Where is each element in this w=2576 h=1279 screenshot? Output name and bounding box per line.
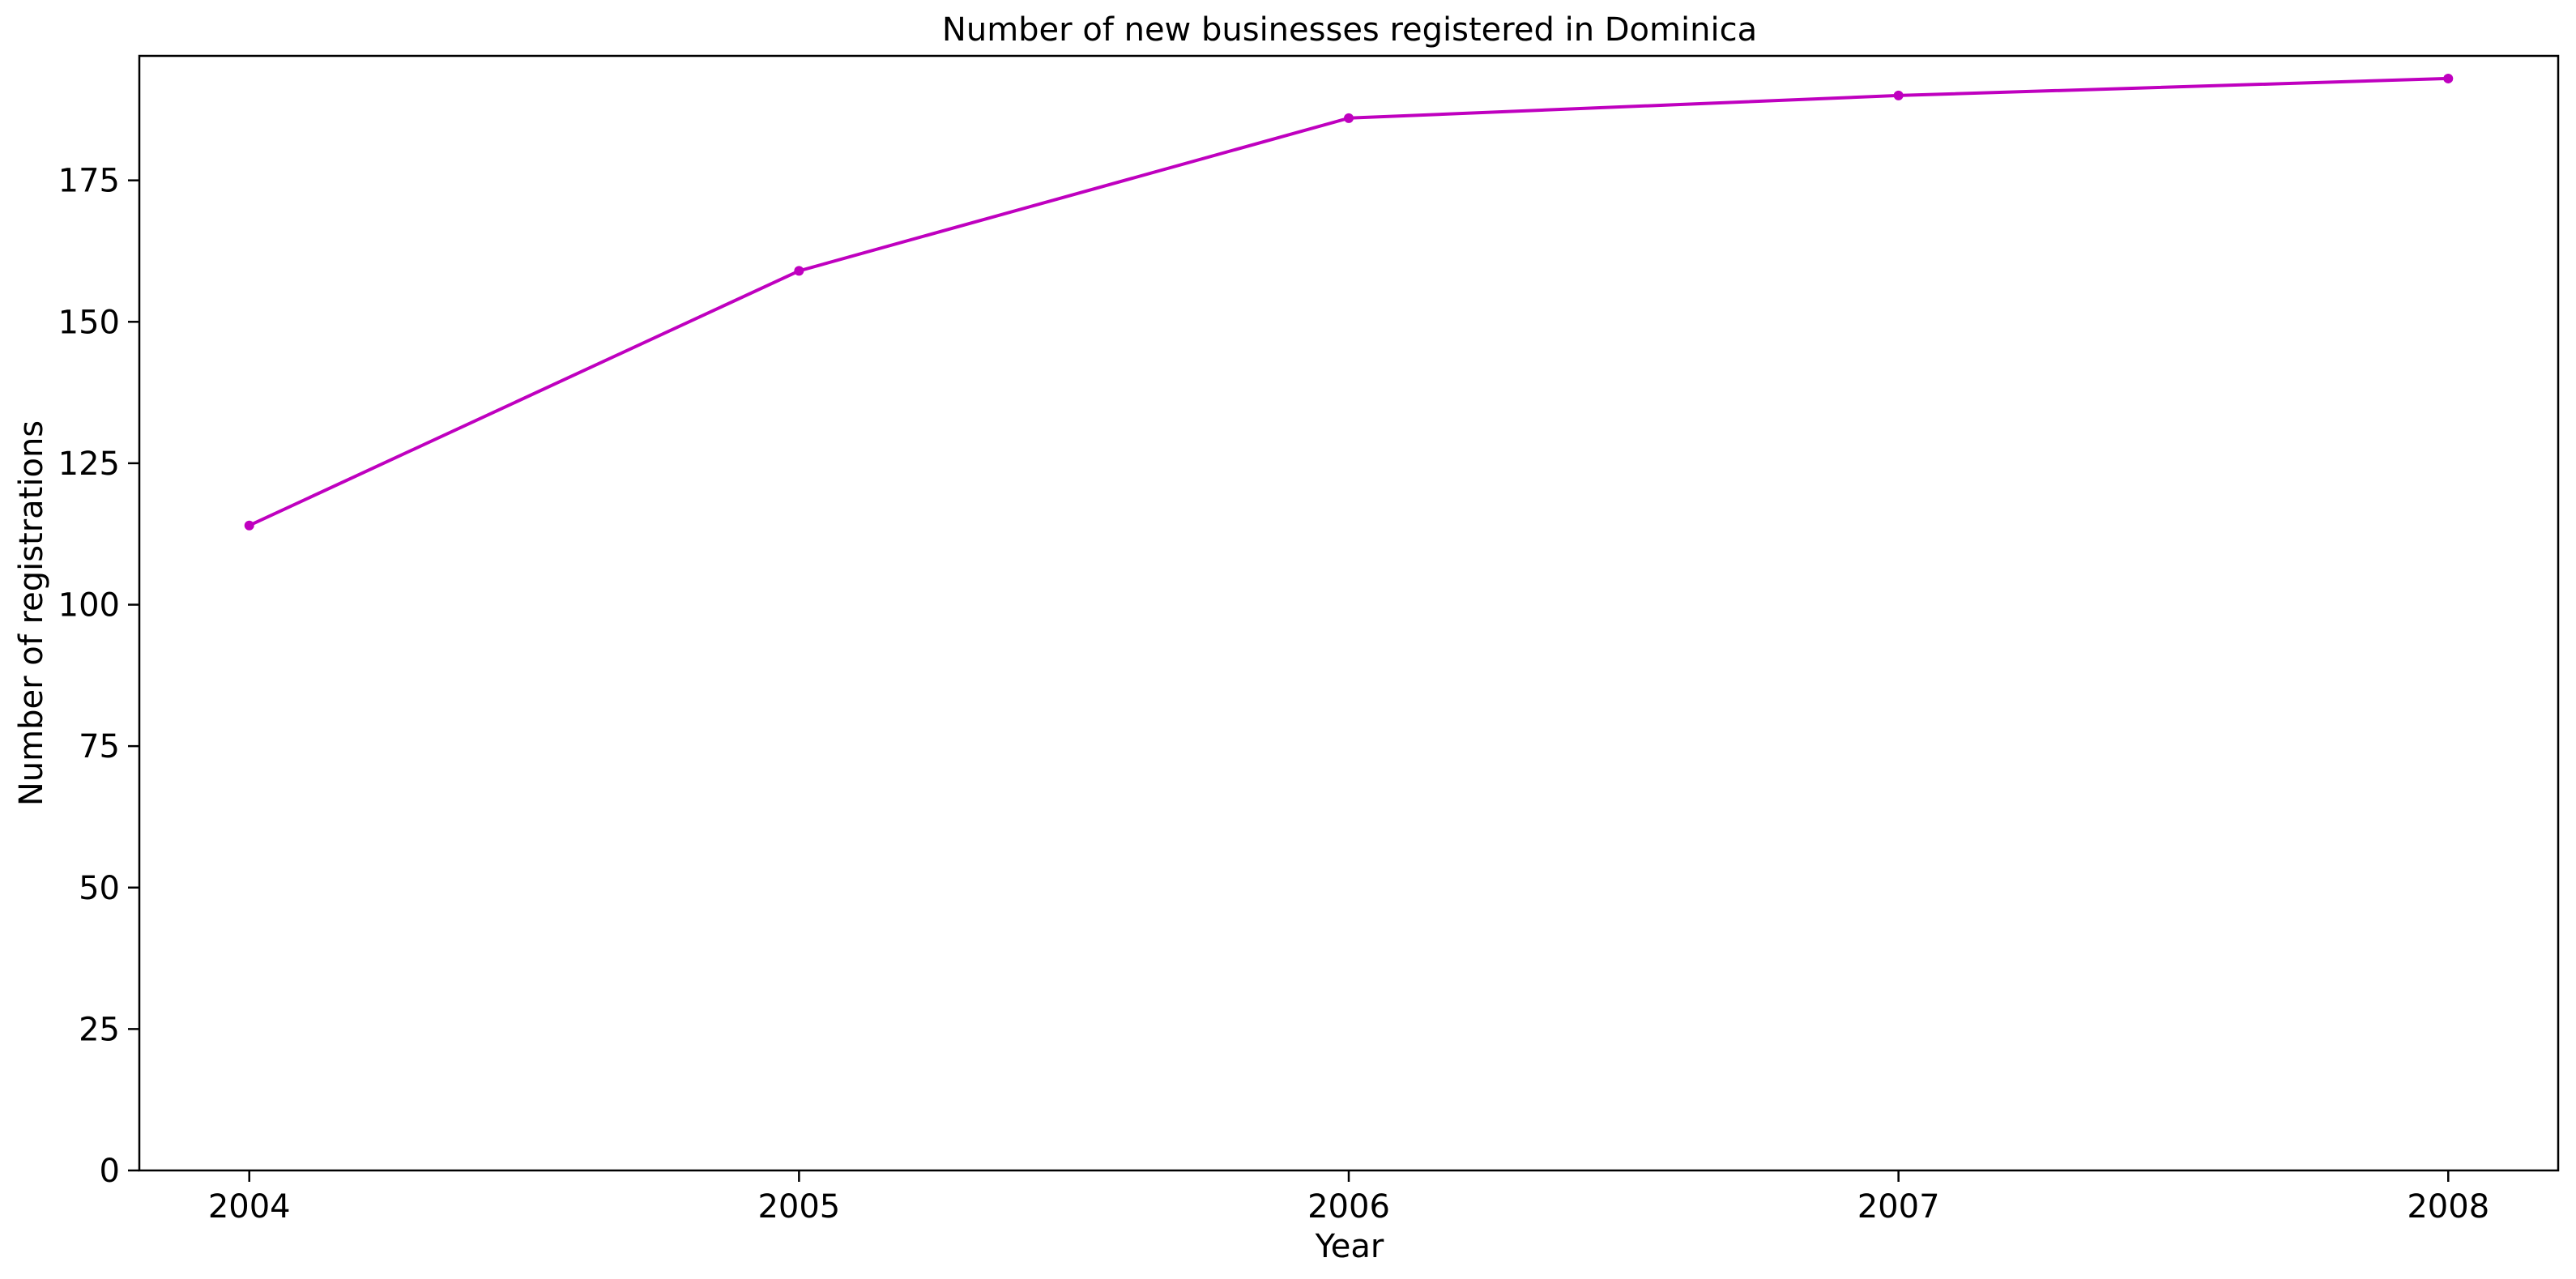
- series-layer: [244, 73, 2454, 531]
- y-tick-label: 25: [79, 1011, 120, 1048]
- x-tick-label: 2008: [2407, 1188, 2489, 1226]
- y-axis-label: Number of registrations: [13, 420, 50, 806]
- x-tick-label: 2007: [1857, 1188, 1940, 1226]
- data-point: [244, 520, 254, 531]
- data-point: [794, 266, 804, 276]
- y-tick-label: 100: [58, 587, 120, 625]
- chart-title: Number of new businesses registered in D…: [942, 11, 1757, 49]
- data-point: [1344, 113, 1354, 123]
- x-tick-label: 2006: [1307, 1188, 1390, 1226]
- data-point: [2443, 73, 2454, 83]
- y-tick-label: 0: [100, 1153, 120, 1190]
- y-tick-label: 50: [79, 870, 120, 907]
- data-point: [1893, 90, 1904, 100]
- y-tick-label: 175: [58, 163, 120, 200]
- x-tick-label: 2004: [208, 1188, 291, 1226]
- x-axis: 2004 2005 2006 2007 2008: [208, 1170, 2489, 1226]
- y-tick-label: 75: [79, 728, 120, 765]
- x-axis-label: Year: [1315, 1228, 1384, 1265]
- y-tick-label: 125: [58, 446, 120, 483]
- y-axis: 0 25 50 75 100 125 150 175: [58, 163, 139, 1190]
- y-tick-label: 150: [58, 304, 120, 341]
- x-tick-label: 2005: [757, 1188, 840, 1226]
